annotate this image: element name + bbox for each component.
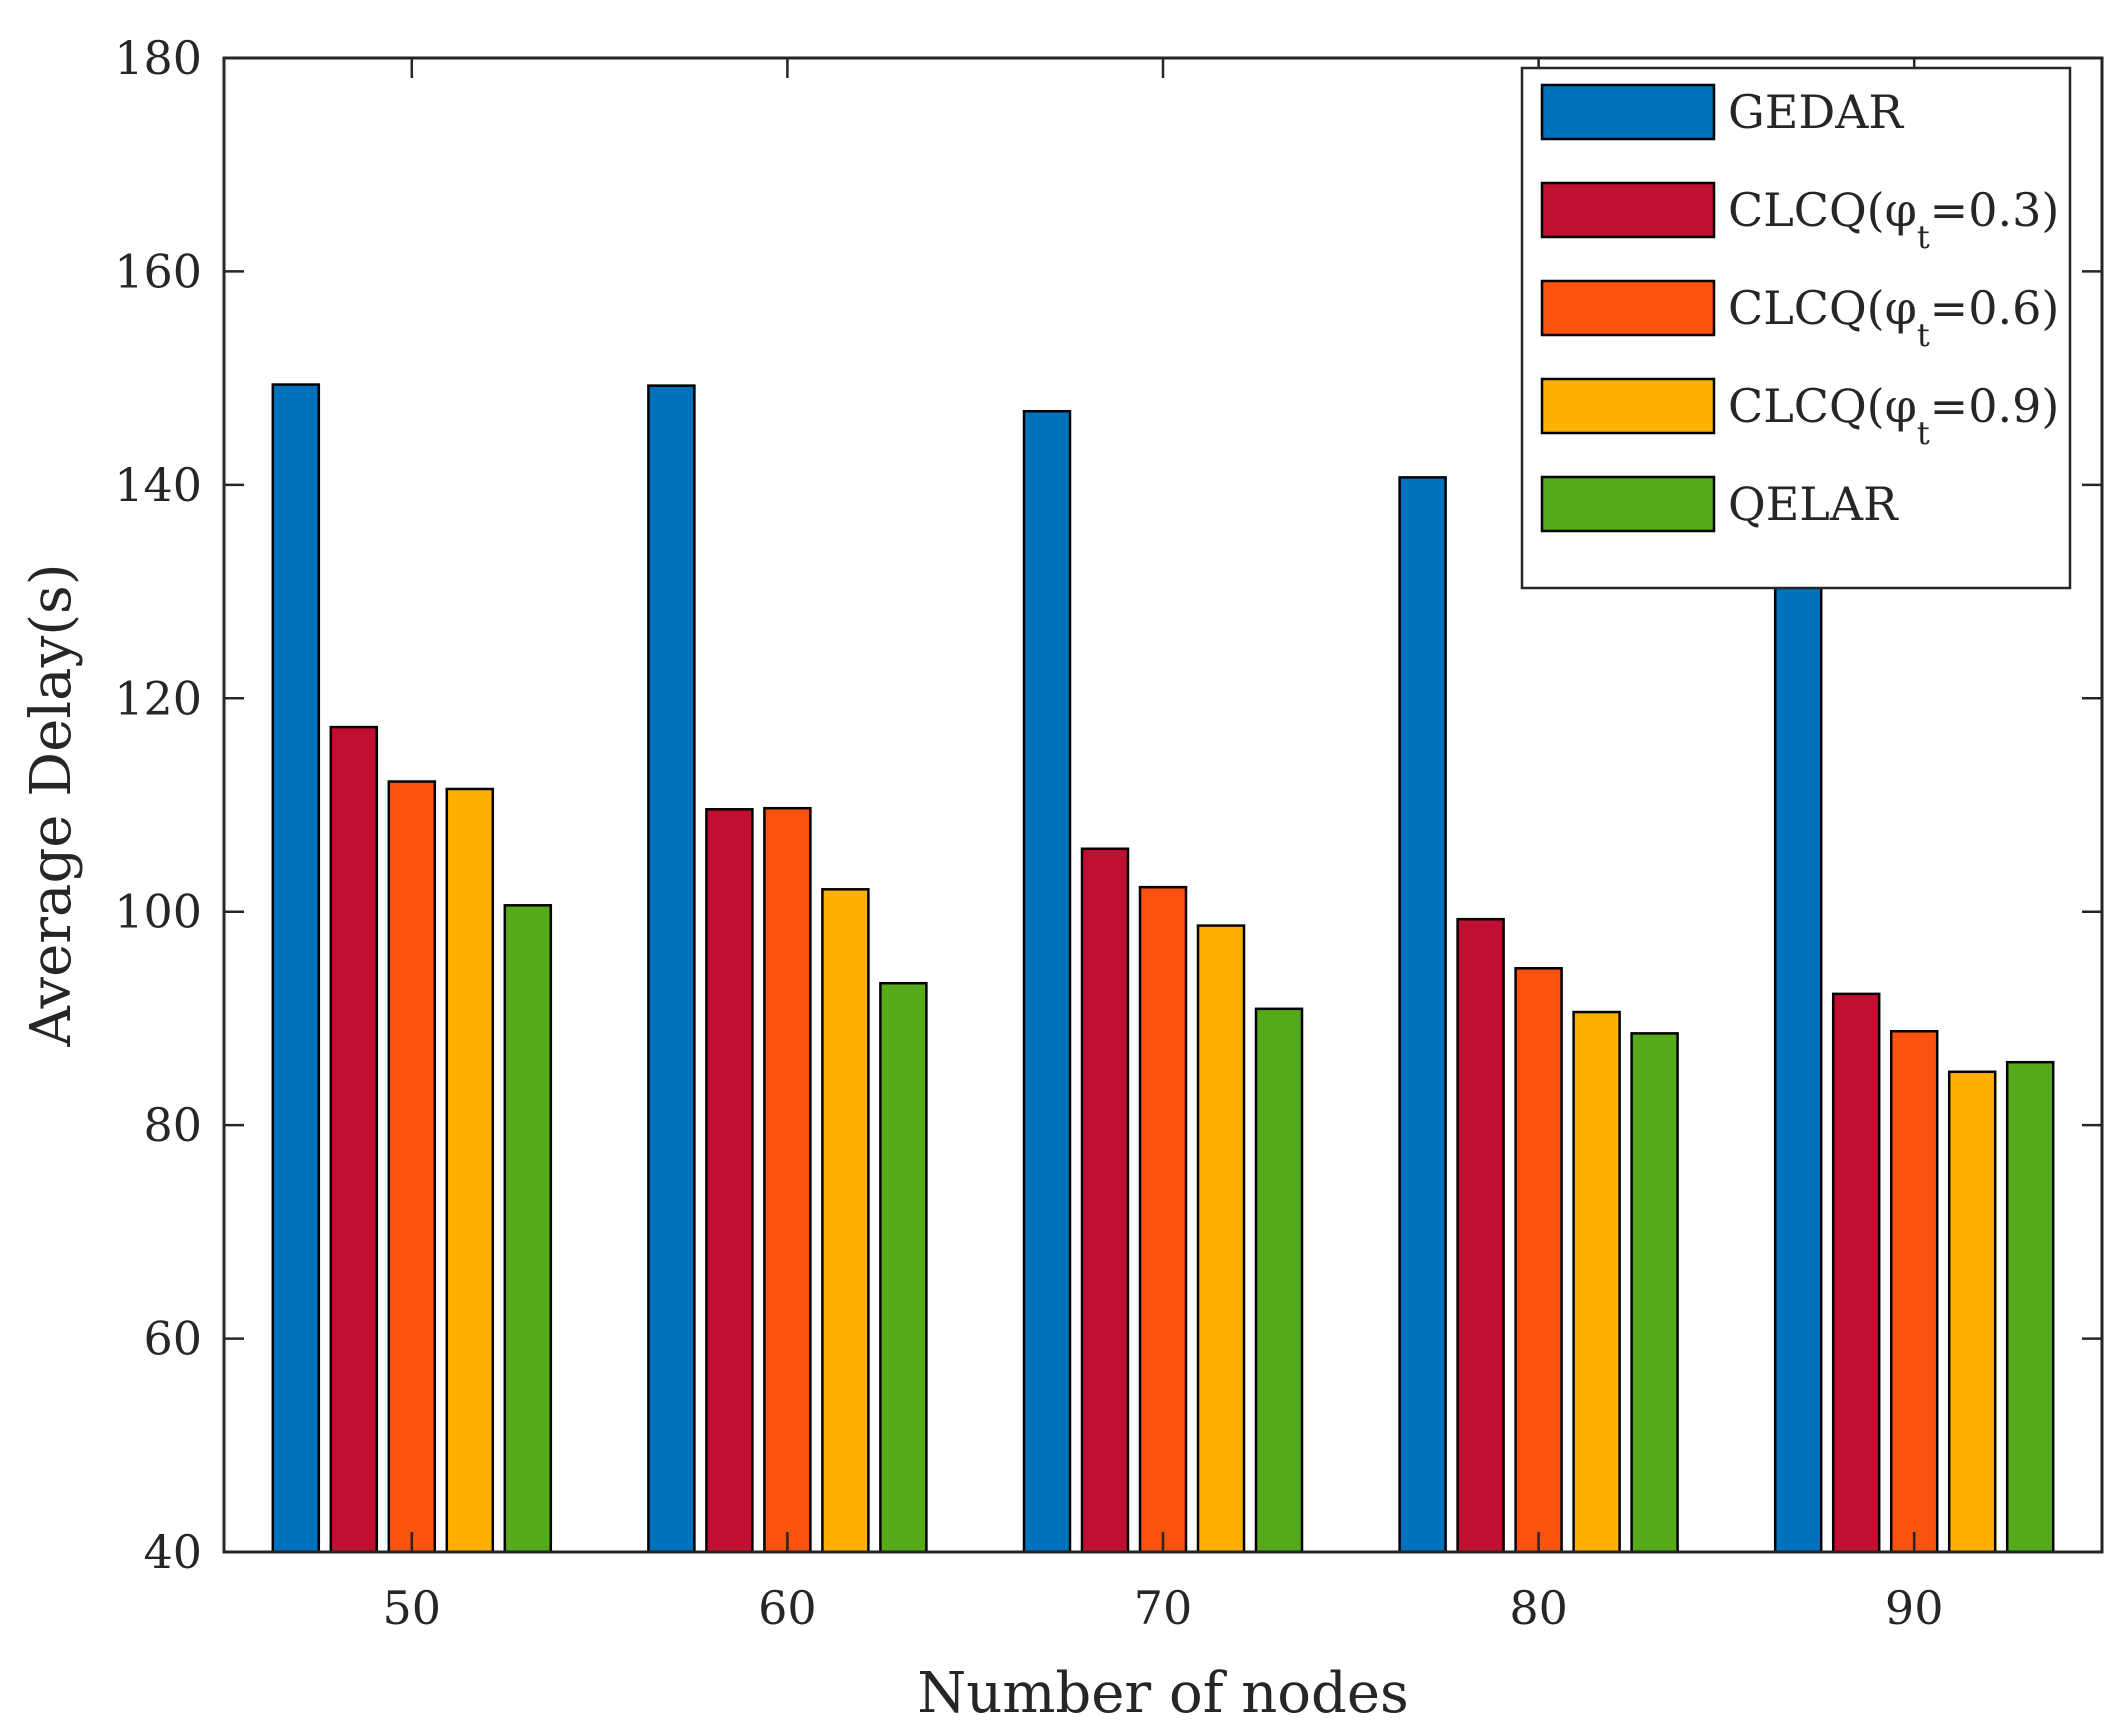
legend-label-tail: =0.6) <box>1930 281 2060 335</box>
bar-clcq-t-0-3--90 <box>1831 992 1881 1554</box>
bar-clcq-t-0-9--90 <box>1947 1070 1997 1554</box>
legend-swatch-clcq-t-0-6- <box>1540 279 1716 337</box>
bar-qelar-60 <box>879 981 928 1554</box>
legend-swatch-qelar <box>1540 475 1716 533</box>
bar-clcq-t-0-6--60 <box>763 806 812 1554</box>
bar-gedar-50 <box>271 383 321 1554</box>
legend-label-subscript: t <box>1917 316 1930 354</box>
x-tick-label: 50 <box>383 1581 442 1635</box>
y-tick-label: 180 <box>114 31 202 85</box>
bar-clcq-t-0-9--60 <box>821 888 870 1554</box>
legend-label-main: CLCQ(φ <box>1728 183 1917 237</box>
bar-clcq-t-0-9--70 <box>1196 924 1246 1554</box>
legend-label-tail: =0.3) <box>1930 183 2060 237</box>
legend-label-gedar: GEDAR <box>1728 85 1904 139</box>
y-tick-label: 100 <box>114 885 202 939</box>
bar-clcq-t-0-9--80 <box>1572 1010 1621 1554</box>
bar-clcq-t-0-6--80 <box>1514 967 1563 1554</box>
y-tick-label: 160 <box>114 244 202 298</box>
bar-clcq-t-0-9--50 <box>445 787 495 1554</box>
bar-clcq-t-0-6--90 <box>1889 1029 1939 1554</box>
bar-gedar-90 <box>1773 533 1823 1554</box>
x-axis: 50 60 70 80 90 <box>383 58 1944 1635</box>
legend-label-clcq-t-0-3-: CLCQ(φt=0.3) <box>1728 183 2059 256</box>
legend-label-main: CLCQ(φ <box>1728 281 1917 335</box>
bars-group <box>271 383 2055 1554</box>
legend-swatch-clcq-t-0-9- <box>1540 377 1716 435</box>
bar-qelar-50 <box>503 904 553 1554</box>
y-tick-label: 80 <box>143 1098 202 1152</box>
legend-label-main: QELAR <box>1728 477 1899 531</box>
bar-clcq-t-0-3--70 <box>1080 847 1130 1554</box>
x-tick-label: 80 <box>1509 1581 1568 1635</box>
y-axis: 40 60 80 100 120 140 160 180 <box>114 31 2102 1579</box>
bar-clcq-t-0-3--60 <box>705 808 754 1554</box>
x-tick-label: 90 <box>1885 1581 1944 1635</box>
legend-swatch-gedar <box>1540 83 1716 141</box>
legend-label-qelar: QELAR <box>1728 477 1899 531</box>
x-axis-title: Number of nodes <box>917 1661 1408 1726</box>
legend-label-clcq-t-0-6-: CLCQ(φt=0.6) <box>1728 281 2059 354</box>
bar-qelar-70 <box>1254 1007 1304 1554</box>
legend-label-subscript: t <box>1917 218 1930 256</box>
bar-gedar-70 <box>1022 409 1072 1554</box>
legend-label-subscript: t <box>1917 414 1930 452</box>
bar-clcq-t-0-6--50 <box>387 780 437 1554</box>
legend-label-tail: =0.9) <box>1930 379 2060 433</box>
bar-gedar-80 <box>1398 476 1447 1554</box>
x-tick-label: 60 <box>758 1581 817 1635</box>
bar-qelar-90 <box>2005 1060 2055 1554</box>
x-tick-label: 70 <box>1134 1581 1193 1635</box>
y-tick-label: 40 <box>143 1525 202 1579</box>
legend-label-main: CLCQ(φ <box>1728 379 1917 433</box>
legend-label-main: GEDAR <box>1728 85 1904 139</box>
legend-label-clcq-t-0-9-: CLCQ(φt=0.9) <box>1728 379 2059 452</box>
bar-qelar-80 <box>1630 1032 1679 1554</box>
y-tick-label: 120 <box>114 671 202 725</box>
bar-gedar-60 <box>647 384 696 1554</box>
legend: GEDARCLCQ(φt=0.3)CLCQ(φt=0.6)CLCQ(φt=0.9… <box>1520 66 2072 590</box>
bar-clcq-t-0-3--50 <box>329 725 379 1554</box>
legend-swatch-clcq-t-0-3- <box>1540 181 1716 239</box>
y-tick-label: 140 <box>114 458 202 512</box>
y-axis-title: Average Delay(s) <box>19 563 84 1047</box>
bar-clcq-t-0-3--80 <box>1456 917 1505 1554</box>
bar-clcq-t-0-6--70 <box>1138 885 1188 1554</box>
y-tick-label: 60 <box>143 1312 202 1366</box>
